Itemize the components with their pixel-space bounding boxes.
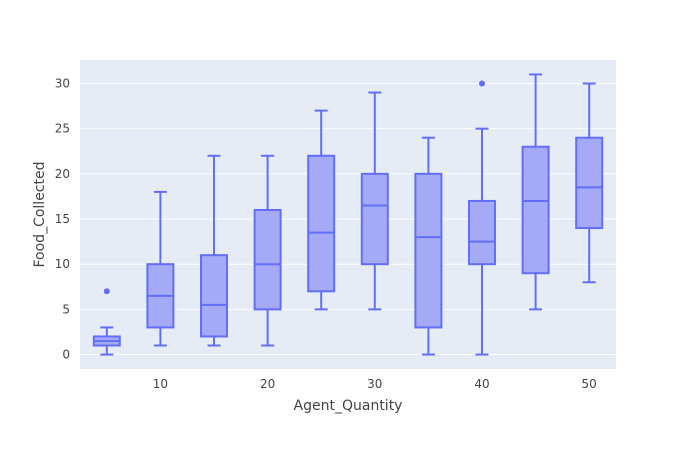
- x-tick-label: 30: [367, 377, 382, 391]
- box-group: [146, 190, 175, 347]
- y-tick-label: 0: [62, 348, 70, 362]
- x-axis-ticks: 10 20 30 40 50: [153, 377, 597, 391]
- y-tick-label: 20: [55, 167, 70, 181]
- box-body: [360, 172, 389, 266]
- x-axis-title: Agent_Quantity: [294, 398, 403, 414]
- x-tick-label: 10: [153, 377, 168, 391]
- box-group: [200, 154, 228, 347]
- box-group: [521, 73, 550, 311]
- outlier-point: [103, 288, 110, 295]
- y-tick-label: 10: [55, 257, 70, 271]
- y-tick-label: 30: [55, 76, 70, 90]
- box-group: [575, 82, 604, 284]
- box-body: [521, 145, 550, 275]
- outlier-point: [479, 80, 485, 87]
- y-axis-ticks: 0 5 10 15 20 25 30: [55, 76, 70, 361]
- box-body: [414, 172, 443, 329]
- box-group: [253, 154, 282, 347]
- box-group: [360, 91, 389, 311]
- y-tick-label: 25: [55, 122, 70, 136]
- box-body: [253, 208, 282, 311]
- y-tick-label: 5: [62, 302, 70, 316]
- box-group: [307, 109, 336, 311]
- y-tick-label: 15: [55, 212, 70, 226]
- x-tick-label: 40: [474, 377, 489, 391]
- x-tick-label: 20: [260, 377, 275, 391]
- box-body: [307, 154, 336, 293]
- box-series: [92, 73, 604, 356]
- box-group: [414, 136, 443, 356]
- box-group: [92, 288, 121, 356]
- box-group: [468, 80, 496, 356]
- box-body: [575, 136, 604, 230]
- y-axis-title: Food_Collected: [32, 162, 48, 268]
- box-body: [468, 199, 496, 266]
- box-body: [200, 254, 228, 338]
- x-tick-label: 50: [582, 377, 597, 391]
